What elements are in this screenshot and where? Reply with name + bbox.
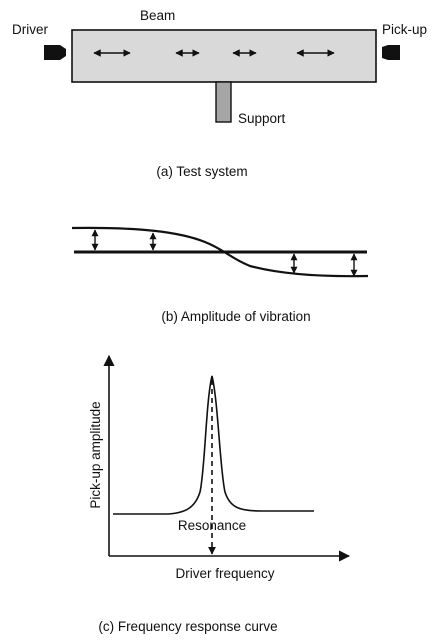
caption-a: (a) Test system bbox=[156, 164, 247, 179]
driver-block bbox=[44, 45, 60, 60]
response-panel: Pick-up amplitude Driver frequency Reson… bbox=[88, 354, 351, 634]
deflected-beam-curve bbox=[71, 226, 369, 278]
y-axis-label: Pick-up amplitude bbox=[88, 401, 103, 508]
beam bbox=[71, 29, 377, 83]
pickup-tip bbox=[382, 45, 388, 60]
test-system-panel: Driver Beam Pick-up Support (a) Test sys… bbox=[12, 8, 427, 179]
support bbox=[215, 81, 232, 123]
driver-tip bbox=[60, 45, 66, 60]
x-axis-label: Driver frequency bbox=[175, 566, 274, 581]
resonance-label: Resonance bbox=[178, 518, 246, 533]
amplitude-panel: (b) Amplitude of vibration bbox=[71, 226, 369, 324]
pickup-label: Pick-up bbox=[382, 22, 427, 37]
support-label: Support bbox=[238, 111, 286, 126]
pickup-block bbox=[388, 45, 400, 60]
response-curve bbox=[113, 375, 314, 515]
caption-b: (b) Amplitude of vibration bbox=[161, 309, 310, 324]
beam-label: Beam bbox=[140, 8, 175, 23]
caption-c: (c) Frequency response curve bbox=[98, 619, 277, 634]
driver-label: Driver bbox=[12, 22, 49, 37]
